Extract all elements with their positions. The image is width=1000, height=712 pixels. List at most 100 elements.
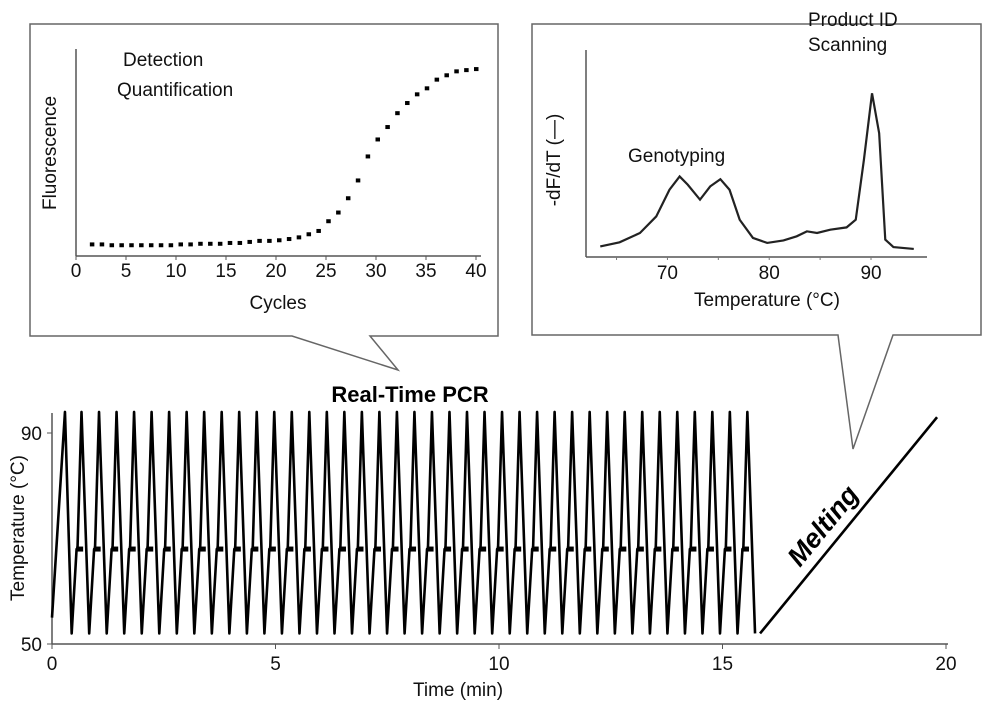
fluorescence-point [454, 69, 459, 74]
amplification-callout: 0 5 10 15 20 25 30 35 40 Detection Quantificatio… [29, 23, 499, 372]
fluorescence-point [365, 154, 371, 159]
amp-x-tick-label: 30 [365, 261, 386, 282]
fluorescence-point [109, 243, 115, 248]
fluorescence-point [306, 232, 312, 237]
extension-hold-mark [619, 546, 627, 552]
amp-x-tick-label: 35 [415, 261, 436, 282]
fluorescence-point [129, 243, 134, 248]
main-x-tick-label: 20 [935, 654, 956, 675]
main-x-label: Time (min) [413, 680, 503, 701]
main-x-tick-label: 5 [270, 654, 281, 675]
extension-hold-mark [654, 546, 662, 552]
extension-hold-mark [479, 546, 487, 552]
thermal-cycling-curve [50, 410, 757, 635]
fluorescence-point [345, 196, 351, 201]
fluorescence-point [424, 86, 430, 91]
amp-x-tick-label: 0 [71, 261, 82, 282]
fluorescence-point [277, 238, 282, 243]
extension-hold-mark [286, 546, 294, 552]
extension-hold-mark [76, 546, 84, 552]
extension-hold-mark [233, 546, 241, 552]
amp-annotation-detection: Detection [123, 50, 203, 71]
fluorescence-point [237, 240, 243, 245]
extension-hold-mark [741, 546, 749, 552]
extension-hold-mark [216, 546, 224, 552]
melting-callout-box [531, 23, 982, 450]
melt-x-tick-label: 90 [860, 263, 881, 284]
extension-hold-mark [689, 546, 697, 552]
extension-hold-mark [636, 546, 644, 552]
melt-x-tick-label: 80 [759, 263, 780, 284]
extension-hold-mark [724, 546, 732, 552]
main-y-label: Temperature (°C) [8, 455, 29, 601]
fluorescence-point [355, 178, 361, 183]
fluorescence-point [208, 241, 213, 246]
fluorescence-point [119, 243, 124, 248]
extension-hold-mark [549, 546, 557, 552]
main-y-tick-label: 50 [21, 635, 42, 656]
melt-x-tick-label: 70 [657, 263, 678, 284]
amp-x-label: Cycles [249, 293, 306, 314]
extension-hold-mark [444, 546, 452, 552]
extension-hold-mark [374, 546, 382, 552]
extension-hold-mark [356, 546, 364, 552]
main-x-tick-label: 10 [488, 654, 509, 675]
melt-y-label: -dF/dT (—) [544, 114, 565, 207]
melt-annotation-product-id: Product ID [808, 10, 898, 31]
extension-hold-mark [584, 546, 592, 552]
melting-callout: 70 80 90 Genotyping Product ID Scanning -d… [531, 10, 982, 450]
fluorescence-point [247, 239, 252, 244]
fluorescence-point [139, 243, 144, 248]
extension-hold-mark [163, 546, 171, 552]
fluorescence-point [198, 241, 203, 246]
amp-x-tick-label: 20 [265, 261, 286, 282]
extension-hold-mark [128, 546, 136, 552]
main-y-tick-label: 90 [21, 424, 42, 445]
extension-hold-mark [391, 546, 399, 552]
main-x-tick-label: 15 [712, 654, 733, 675]
extension-hold-mark [303, 546, 311, 552]
extension-hold-mark [531, 546, 539, 552]
fluorescence-point [326, 219, 331, 224]
fluorescence-point [267, 238, 272, 243]
amp-x-tick-label: 10 [165, 261, 186, 282]
fluorescence-point [148, 243, 154, 248]
extension-hold-mark [198, 546, 206, 552]
fluorescence-point [474, 67, 479, 72]
fluorescence-point [168, 243, 174, 248]
melt-derivative-curve [600, 93, 914, 251]
fluorescence-point [405, 101, 410, 106]
extension-hold-mark [426, 546, 434, 552]
fluorescence-point [434, 77, 440, 82]
fluorescence-point [296, 235, 302, 240]
amp-y-label: Fluorescence [40, 96, 61, 210]
extension-hold-mark [409, 546, 417, 552]
fluorescence-point [316, 228, 321, 233]
melt-annotation-genotyping: Genotyping [628, 146, 725, 167]
fluorescence-point [385, 125, 390, 130]
extension-hold-mark [146, 546, 154, 552]
amp-x-tick-label: 25 [315, 261, 336, 282]
melt-annotation-scanning: Scanning [808, 35, 887, 56]
fluorescence-point [444, 73, 449, 78]
fluorescence-point [99, 242, 105, 247]
extension-hold-mark [601, 546, 609, 552]
extension-hold-mark [566, 546, 574, 552]
amp-annotation-quantification: Quantification [117, 80, 233, 101]
extension-hold-mark [338, 546, 346, 552]
fluorescence-point [286, 237, 292, 242]
extension-hold-mark [268, 546, 276, 552]
extension-hold-mark [514, 546, 522, 552]
main-title: Real-Time PCR [331, 382, 488, 407]
fluorescence-point [257, 238, 262, 243]
fluorescence-point [217, 241, 223, 246]
extension-hold-mark [321, 546, 329, 552]
extension-hold-mark [111, 546, 119, 552]
extension-hold-mark [671, 546, 679, 552]
extension-hold-mark [706, 546, 714, 552]
fluorescence-point [414, 92, 420, 97]
fluorescence-point [464, 68, 469, 73]
extension-hold-mark [461, 546, 469, 552]
